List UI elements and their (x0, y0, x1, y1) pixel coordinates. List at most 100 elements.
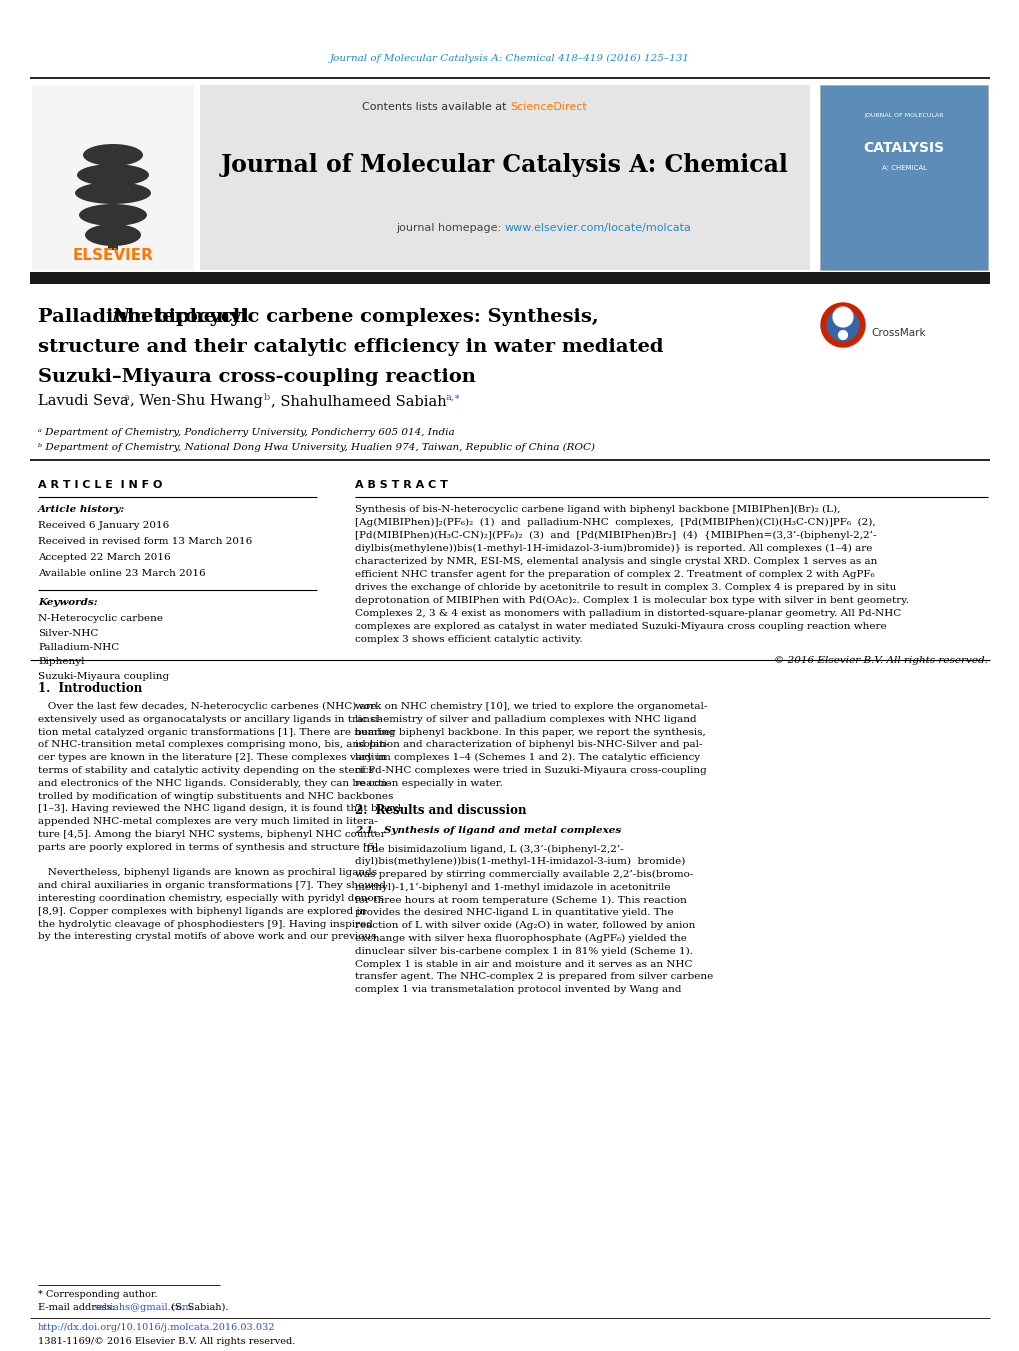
Ellipse shape (78, 204, 147, 226)
Text: 2.  Results and discussion: 2. Results and discussion (355, 804, 526, 817)
Text: -heterocyclic carbene complexes: Synthesis,: -heterocyclic carbene complexes: Synthes… (119, 308, 598, 326)
Text: complex 3 shows efficient catalytic activity.: complex 3 shows efficient catalytic acti… (355, 635, 582, 644)
Text: [8,9]. Copper complexes with biphenyl ligands are explored in: [8,9]. Copper complexes with biphenyl li… (38, 907, 366, 916)
Text: lic chemistry of silver and palladium complexes with NHC ligand: lic chemistry of silver and palladium co… (355, 715, 696, 724)
Text: was prepared by stirring commercially available 2,2’-bis(bromo-: was prepared by stirring commercially av… (355, 870, 693, 880)
Circle shape (833, 307, 852, 327)
Text: dinuclear silver bis-carbene complex 1 in 81% yield (Scheme 1).: dinuclear silver bis-carbene complex 1 i… (355, 947, 692, 957)
Text: tion metal catalyzed organic transformations [1]. There are number: tion metal catalyzed organic transformat… (38, 728, 395, 736)
Text: exchange with silver hexa fluorophosphate (AgPF₆) yielded the: exchange with silver hexa fluorophosphat… (355, 934, 686, 943)
Text: of Pd-NHC complexes were tried in Suzuki-Miyaura cross-coupling: of Pd-NHC complexes were tried in Suzuki… (355, 766, 706, 775)
Text: deprotonation of MIBIPhen with Pd(OAc)₂. Complex 1 is molecular box type with si: deprotonation of MIBIPhen with Pd(OAc)₂.… (355, 596, 908, 605)
Text: drives the exchange of chloride by acetonitrile to result in complex 3. Complex : drives the exchange of chloride by aceto… (355, 584, 896, 592)
Text: Suzuki-Miyaura coupling: Suzuki-Miyaura coupling (38, 671, 169, 681)
Text: Received in revised form 13 March 2016: Received in revised form 13 March 2016 (38, 536, 252, 546)
Text: methyl)-1,1’-biphenyl and 1-methyl imidazole in acetonitrile: methyl)-1,1’-biphenyl and 1-methyl imida… (355, 882, 669, 892)
Text: www.elsevier.com/locate/molcata: www.elsevier.com/locate/molcata (504, 223, 691, 232)
Text: work on NHC chemistry [10], we tried to explore the organometal-: work on NHC chemistry [10], we tried to … (355, 703, 707, 711)
Text: terms of stability and catalytic activity depending on the sterics: terms of stability and catalytic activit… (38, 766, 374, 775)
Bar (200, 85, 809, 270)
Text: isolation and characterization of biphenyl bis-NHC-Silver and pal-: isolation and characterization of biphen… (355, 740, 702, 750)
Text: Received 6 January 2016: Received 6 January 2016 (38, 521, 169, 530)
Text: for three hours at room temperature (Scheme 1). This reaction: for three hours at room temperature (Sch… (355, 896, 686, 905)
Circle shape (820, 303, 864, 347)
Circle shape (838, 331, 847, 339)
Text: 1381-1169/© 2016 Elsevier B.V. All rights reserved.: 1381-1169/© 2016 Elsevier B.V. All right… (38, 1337, 296, 1346)
Text: , Wen-Shu Hwang: , Wen-Shu Hwang (129, 394, 263, 408)
Text: ladium complexes 1–4 (Schemes 1 and 2). The catalytic efficiency: ladium complexes 1–4 (Schemes 1 and 2). … (355, 754, 699, 762)
Text: A B S T R A C T: A B S T R A C T (355, 480, 447, 490)
Text: structure and their catalytic efficiency in water mediated: structure and their catalytic efficiency… (38, 338, 662, 357)
Text: and electronics of the NHC ligands. Considerably, they can be con-: and electronics of the NHC ligands. Cons… (38, 778, 390, 788)
Text: complexes are explored as catalyst in water mediated Suzuki-Miyaura cross coupli: complexes are explored as catalyst in wa… (355, 621, 886, 631)
Text: appended NHC-metal complexes are very much limited in litera-: appended NHC-metal complexes are very mu… (38, 817, 377, 827)
Text: ᵇ Department of Chemistry, National Dong Hwa University, Hualien 974, Taiwan, Re: ᵇ Department of Chemistry, National Dong… (38, 443, 594, 453)
Text: Biphenyl: Biphenyl (38, 658, 85, 666)
Text: Keywords:: Keywords: (38, 598, 98, 607)
Text: sabiahs@gmail.com: sabiahs@gmail.com (93, 1302, 192, 1312)
Text: and chiral auxiliaries in organic transformations [7]. They showed: and chiral auxiliaries in organic transf… (38, 881, 385, 890)
Text: parts are poorly explored in terms of synthesis and structure [6].: parts are poorly explored in terms of sy… (38, 843, 381, 851)
Text: diyl)bis(methylene))bis(1-methyl-1H-imidazol-3-ium)  bromide): diyl)bis(methylene))bis(1-methyl-1H-imid… (355, 857, 685, 866)
Text: Suzuki–Miyaura cross-coupling reaction: Suzuki–Miyaura cross-coupling reaction (38, 367, 476, 386)
Text: a: a (123, 393, 128, 403)
Text: Journal of Molecular Catalysis A: Chemical 418–419 (2016) 125–131: Journal of Molecular Catalysis A: Chemic… (330, 54, 689, 62)
Text: b: b (264, 393, 270, 403)
Text: Nevertheless, biphenyl ligands are known as prochiral ligands: Nevertheless, biphenyl ligands are known… (38, 869, 377, 877)
Text: Journal of Molecular Catalysis A: Chemical: Journal of Molecular Catalysis A: Chemic… (221, 153, 788, 177)
Ellipse shape (83, 145, 143, 166)
Text: 1.  Introduction: 1. Introduction (38, 682, 142, 694)
Text: [Ag(MIBIPhen)]₂(PF₆)₂  (1)  and  palladium-NHC  complexes,  [Pd(MIBIPhen)(Cl)(H₃: [Ag(MIBIPhen)]₂(PF₆)₂ (1) and palladium-… (355, 517, 874, 527)
Text: Palladium-NHC: Palladium-NHC (38, 643, 119, 653)
Bar (108, 228, 118, 250)
Text: reaction especially in water.: reaction especially in water. (355, 778, 502, 788)
Text: JOURNAL OF MOLECULAR: JOURNAL OF MOLECULAR (863, 112, 943, 118)
Text: Over the last few decades, N-heterocyclic carbenes (NHC) are: Over the last few decades, N-heterocycli… (38, 703, 376, 711)
Text: the hydrolytic cleavage of phosphodiesters [9]. Having inspired: the hydrolytic cleavage of phosphodieste… (38, 920, 373, 928)
Text: Synthesis of bis-N-heterocyclic carbene ligand with biphenyl backbone [MIBIPhen]: Synthesis of bis-N-heterocyclic carbene … (355, 505, 840, 515)
Text: Palladium biphenyl: Palladium biphenyl (38, 308, 256, 326)
Text: provides the desired NHC-ligand L in quantitative yield. The: provides the desired NHC-ligand L in qua… (355, 908, 673, 917)
Text: ScienceDirect: ScienceDirect (510, 101, 586, 112)
Bar (819, 85, 987, 270)
Text: (S. Sabiah).: (S. Sabiah). (168, 1302, 228, 1312)
Text: reaction of L with silver oxide (Ag₂O) in water, followed by anion: reaction of L with silver oxide (Ag₂O) i… (355, 921, 695, 931)
Text: N-Heterocyclic carbene: N-Heterocyclic carbene (38, 613, 163, 623)
Text: extensively used as organocatalysts or ancillary ligands in transi-: extensively used as organocatalysts or a… (38, 715, 382, 724)
Text: E-mail address:: E-mail address: (38, 1302, 118, 1312)
Text: a,∗: a,∗ (445, 393, 461, 403)
Ellipse shape (76, 163, 149, 186)
Text: The bisimidazolium ligand, L (3,3’-(biphenyl-2,2’-: The bisimidazolium ligand, L (3,3’-(biph… (355, 844, 624, 854)
Text: http://dx.doi.org/10.1016/j.molcata.2016.03.032: http://dx.doi.org/10.1016/j.molcata.2016… (38, 1323, 275, 1332)
Text: Silver-NHC: Silver-NHC (38, 628, 98, 638)
Bar (32, 85, 194, 270)
Text: diylbis(methylene))bis(1-methyl-1H-imidazol-3-ium)bromide)} is reported. All com: diylbis(methylene))bis(1-methyl-1H-imida… (355, 544, 871, 553)
Text: A: CHEMICAL: A: CHEMICAL (880, 165, 925, 172)
Text: efficient NHC transfer agent for the preparation of complex 2. Treatment of comp: efficient NHC transfer agent for the pre… (355, 570, 873, 580)
Text: * Corresponding author.: * Corresponding author. (38, 1290, 158, 1300)
Ellipse shape (75, 182, 151, 204)
Ellipse shape (85, 224, 141, 246)
Text: journal homepage:: journal homepage: (396, 223, 504, 232)
Text: ELSEVIER: ELSEVIER (72, 247, 153, 262)
Text: transfer agent. The NHC-complex 2 is prepared from silver carbene: transfer agent. The NHC-complex 2 is pre… (355, 973, 712, 981)
Text: , Shahulhameed Sabiah: , Shahulhameed Sabiah (271, 394, 446, 408)
Text: [1–3]. Having reviewed the NHC ligand design, it is found that biaryl: [1–3]. Having reviewed the NHC ligand de… (38, 804, 400, 813)
Text: cer types are known in the literature [2]. These complexes vary in: cer types are known in the literature [2… (38, 754, 386, 762)
Bar (30, 272, 989, 284)
Text: Lavudi Seva: Lavudi Seva (38, 394, 128, 408)
Text: © 2016 Elsevier B.V. All rights reserved.: © 2016 Elsevier B.V. All rights reserved… (773, 657, 987, 665)
Text: 2.1.  Synthesis of ligand and metal complexes: 2.1. Synthesis of ligand and metal compl… (355, 827, 621, 835)
Text: bearing biphenyl backbone. In this paper, we report the synthesis,: bearing biphenyl backbone. In this paper… (355, 728, 705, 736)
Text: Article history:: Article history: (38, 505, 125, 513)
Circle shape (826, 309, 858, 340)
Text: characterized by NMR, ESI-MS, elemental analysis and single crystal XRD. Complex: characterized by NMR, ESI-MS, elemental … (355, 557, 876, 566)
Text: Complexes 2, 3 & 4 exist as monomers with palladium in distorted-square-planar g: Complexes 2, 3 & 4 exist as monomers wit… (355, 609, 901, 617)
Text: complex 1 via transmetalation protocol invented by Wang and: complex 1 via transmetalation protocol i… (355, 985, 681, 994)
Text: A R T I C L E  I N F O: A R T I C L E I N F O (38, 480, 162, 490)
Text: Contents lists available at: Contents lists available at (362, 101, 510, 112)
Text: trolled by modification of wingtip substituents and NHC backbones: trolled by modification of wingtip subst… (38, 792, 393, 801)
Text: Accepted 22 March 2016: Accepted 22 March 2016 (38, 553, 170, 562)
Text: [Pd(MIBIPhen)(H₃C-CN)₂](PF₆)₂  (3)  and  [Pd(MIBIPhen)Br₂]  (4)  {MIBIPhen=(3,3’: [Pd(MIBIPhen)(H₃C-CN)₂](PF₆)₂ (3) and [P… (355, 531, 875, 540)
Text: by the interesting crystal motifs of above work and our previous: by the interesting crystal motifs of abo… (38, 932, 376, 942)
